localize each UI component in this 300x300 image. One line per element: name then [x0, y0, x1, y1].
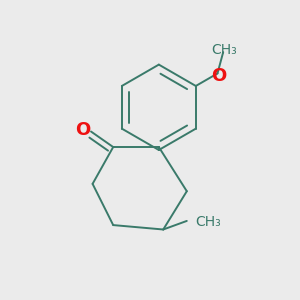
Text: CH₃: CH₃	[212, 43, 237, 57]
Text: CH₃: CH₃	[196, 215, 221, 230]
Text: O: O	[211, 67, 226, 85]
Text: O: O	[75, 121, 90, 139]
